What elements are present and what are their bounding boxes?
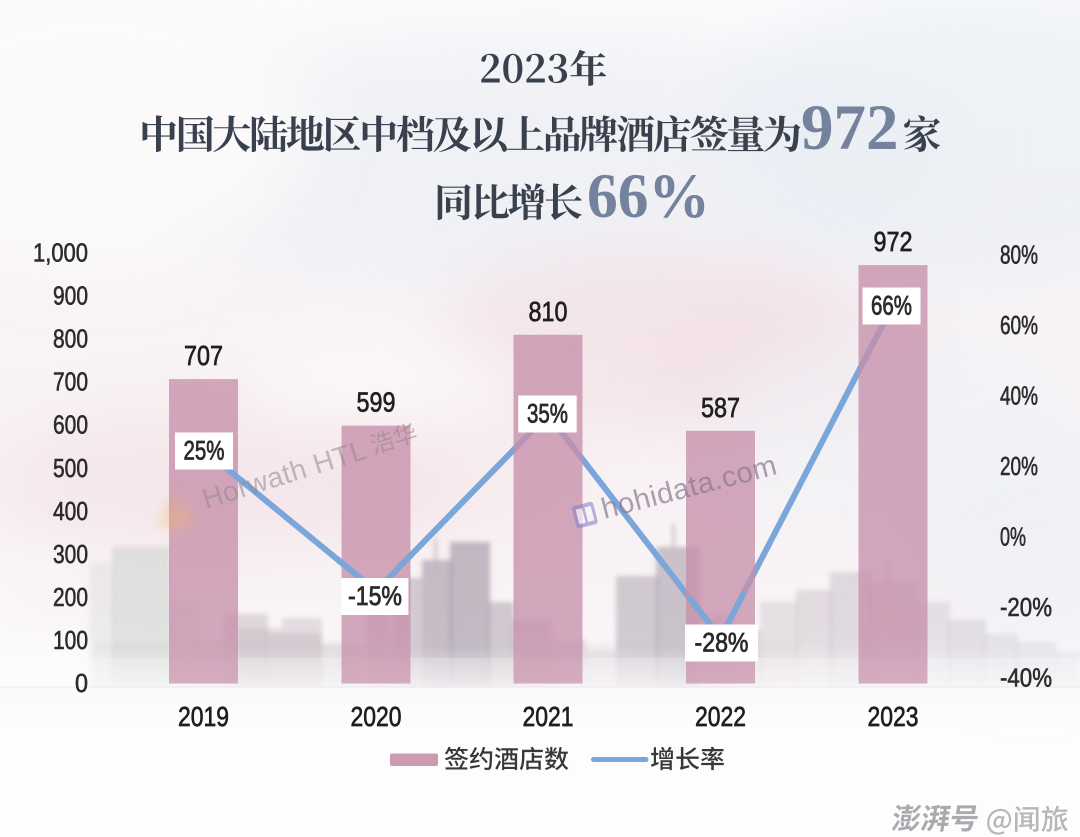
svg-text:600: 600 <box>53 410 88 440</box>
svg-text:66%: 66% <box>871 291 912 321</box>
svg-text:587: 587 <box>701 392 740 423</box>
svg-text:800: 800 <box>53 324 88 354</box>
svg-text:25%: 25% <box>184 436 225 466</box>
svg-text:2022: 2022 <box>695 701 746 732</box>
svg-text:400: 400 <box>53 496 88 526</box>
svg-text:100: 100 <box>53 625 88 655</box>
svg-text:900: 900 <box>53 281 88 311</box>
svg-text:972: 972 <box>801 92 899 164</box>
svg-text:40%: 40% <box>1000 381 1038 411</box>
svg-text:35%: 35% <box>527 399 568 429</box>
svg-text:972: 972 <box>874 226 913 257</box>
svg-text:700: 700 <box>53 367 88 397</box>
svg-text:1,000: 1,000 <box>33 238 88 268</box>
svg-text:-15%: -15% <box>348 581 402 611</box>
svg-text:2020: 2020 <box>351 701 402 732</box>
svg-text:-40%: -40% <box>1000 663 1052 693</box>
svg-text:66%: 66% <box>587 160 710 231</box>
svg-text:599: 599 <box>357 387 396 418</box>
svg-text:300: 300 <box>53 539 88 569</box>
svg-text:-28%: -28% <box>695 628 749 658</box>
svg-text:500: 500 <box>53 453 88 483</box>
svg-text:200: 200 <box>53 582 88 612</box>
svg-text:707: 707 <box>184 340 223 371</box>
svg-text:810: 810 <box>529 296 568 327</box>
svg-text:2023: 2023 <box>868 701 919 732</box>
svg-text:60%: 60% <box>1000 310 1038 340</box>
svg-text:80%: 80% <box>1000 240 1038 270</box>
svg-text:2019: 2019 <box>178 701 229 732</box>
svg-text:-20%: -20% <box>1000 592 1052 622</box>
svg-text:0: 0 <box>75 668 88 698</box>
svg-text:0%: 0% <box>1000 522 1026 552</box>
svg-text:2021: 2021 <box>523 701 574 732</box>
svg-text:20%: 20% <box>1000 451 1038 481</box>
